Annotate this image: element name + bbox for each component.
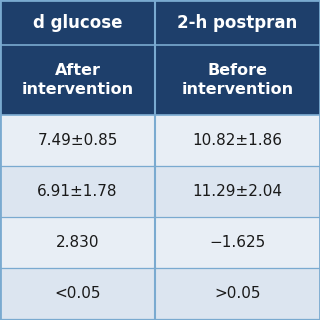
Bar [155,115,320,166]
Text: 7.49±0.85: 7.49±0.85 [37,133,118,148]
Text: <0.05: <0.05 [54,286,101,301]
Bar [0,166,155,217]
Text: 10.82±1.86: 10.82±1.86 [193,133,283,148]
Bar [155,166,320,217]
Bar [0,268,155,319]
Bar [155,217,320,268]
Text: >0.05: >0.05 [214,286,261,301]
Text: 6.91±1.78: 6.91±1.78 [37,184,118,199]
Bar [0,115,155,166]
Bar [0,45,155,115]
Text: After
intervention: After intervention [21,63,133,97]
Bar [155,45,320,115]
Text: d glucose: d glucose [33,13,122,31]
Text: 2.830: 2.830 [56,235,99,250]
Text: −1.625: −1.625 [209,235,266,250]
Bar [155,268,320,319]
Bar [155,0,320,45]
Bar [0,0,155,45]
Bar [0,217,155,268]
Text: 2-h postpran: 2-h postpran [177,13,298,31]
Text: 11.29±2.04: 11.29±2.04 [193,184,283,199]
Text: Before
intervention: Before intervention [181,63,293,97]
